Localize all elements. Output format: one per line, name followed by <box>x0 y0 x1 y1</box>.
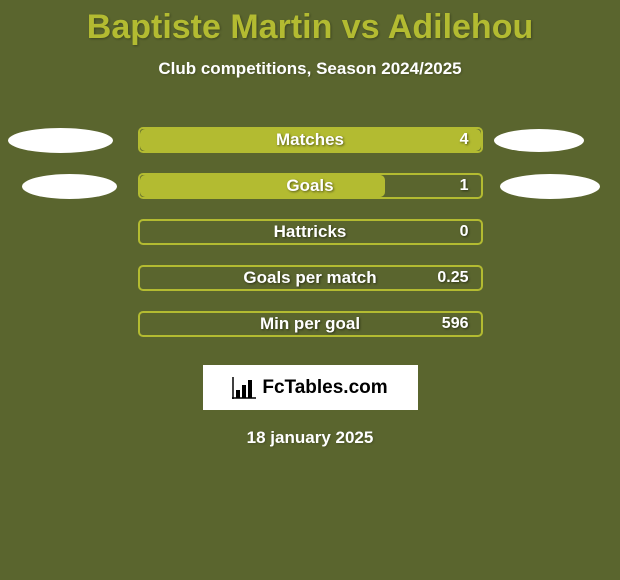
stat-label: Goals <box>140 175 481 197</box>
stat-value: 4 <box>460 129 469 151</box>
date-label: 18 january 2025 <box>0 428 620 448</box>
stat-bar: Goals per match0.25 <box>138 265 483 291</box>
stat-value: 596 <box>442 313 469 335</box>
subtitle: Club competitions, Season 2024/2025 <box>0 59 620 79</box>
stat-bar: Matches4 <box>138 127 483 153</box>
stat-row: Hattricks0 <box>0 209 620 255</box>
stat-label: Matches <box>140 129 481 151</box>
decorative-ellipse <box>500 174 600 199</box>
stats-area: Matches4Goals1Hattricks0Goals per match0… <box>0 117 620 347</box>
bar-chart-icon <box>232 377 256 399</box>
stat-value: 0 <box>460 221 469 243</box>
stat-row: Goals per match0.25 <box>0 255 620 301</box>
decorative-ellipse <box>22 174 117 199</box>
stat-label: Goals per match <box>140 267 481 289</box>
page-title: Baptiste Martin vs Adilehou <box>0 0 620 47</box>
stat-row: Min per goal596 <box>0 301 620 347</box>
brand-logo: FcTables.com <box>203 365 418 410</box>
stat-label: Min per goal <box>140 313 481 335</box>
stat-label: Hattricks <box>140 221 481 243</box>
comparison-infographic: Baptiste Martin vs Adilehou Club competi… <box>0 0 620 580</box>
stat-bar: Hattricks0 <box>138 219 483 245</box>
brand-name: FcTables.com <box>262 377 387 399</box>
stat-bar: Goals1 <box>138 173 483 199</box>
stat-value: 1 <box>460 175 469 197</box>
stat-value: 0.25 <box>437 267 468 289</box>
stat-bar: Min per goal596 <box>138 311 483 337</box>
decorative-ellipse <box>494 129 584 152</box>
decorative-ellipse <box>8 128 113 153</box>
